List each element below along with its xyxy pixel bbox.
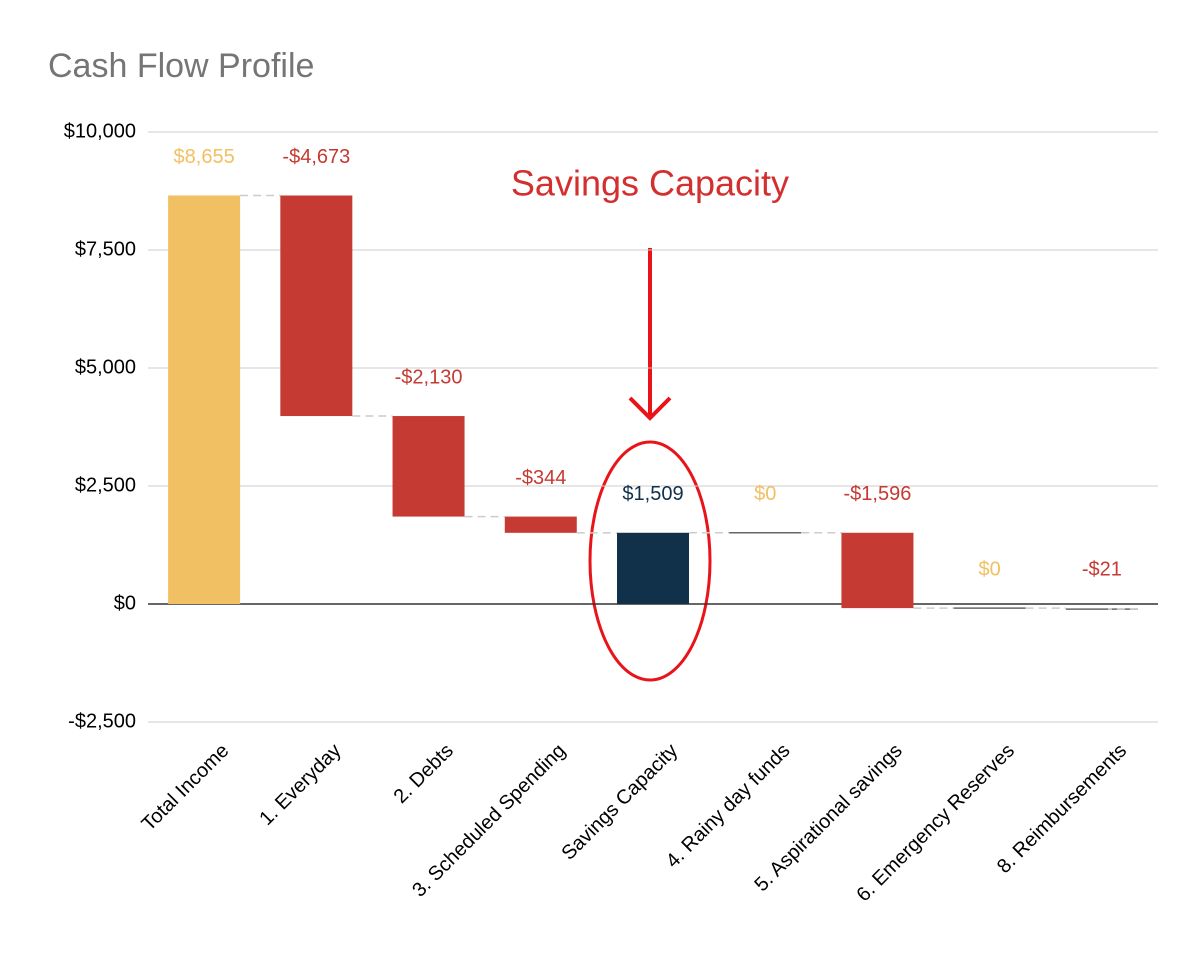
y-tick-label: $7,500 bbox=[75, 238, 136, 260]
annotation-ellipse bbox=[588, 440, 712, 682]
value-label: -$21 bbox=[1082, 558, 1122, 580]
value-label: $0 bbox=[754, 483, 776, 505]
value-label: -$4,673 bbox=[282, 146, 350, 168]
bar bbox=[168, 195, 241, 604]
y-tick-label: -$2,500 bbox=[68, 710, 136, 732]
bar bbox=[841, 532, 914, 609]
annotation-arrow bbox=[628, 248, 672, 421]
value-label: $8,655 bbox=[174, 146, 235, 168]
x-tick-label: 1. Everyday bbox=[255, 740, 345, 830]
annotation: Savings Capacity bbox=[511, 163, 789, 204]
y-tick-label: $2,500 bbox=[75, 474, 136, 496]
bar bbox=[504, 516, 577, 533]
value-label: -$1,596 bbox=[844, 483, 912, 505]
value-label: -$344 bbox=[515, 467, 566, 489]
chart-title: Cash Flow Profile bbox=[48, 47, 314, 85]
value-label: $1,509 bbox=[622, 483, 683, 505]
y-tick-label: $5,000 bbox=[75, 356, 136, 378]
bar bbox=[617, 532, 689, 604]
value-label: -$2,130 bbox=[395, 366, 463, 388]
bar bbox=[280, 195, 353, 417]
x-tick-label: 4. Rainy day funds bbox=[662, 740, 795, 873]
x-tick-label: 2. Debts bbox=[390, 740, 458, 808]
bar bbox=[392, 416, 465, 517]
value-label: $0 bbox=[979, 558, 1001, 580]
y-tick-label: $10,000 bbox=[64, 120, 136, 142]
x-tick-label: Savings Capacity bbox=[557, 740, 682, 865]
y-tick-label: $0 bbox=[114, 592, 136, 614]
x-tick-label: Total Income bbox=[138, 740, 234, 836]
